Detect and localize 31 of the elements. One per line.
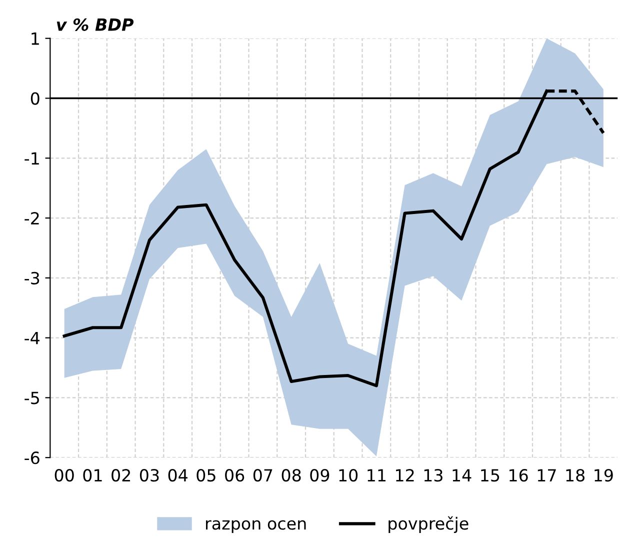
x-tick-label: 14 bbox=[452, 469, 472, 482]
x-tick-label: 09 bbox=[310, 468, 330, 482]
x-tick-label: 07 bbox=[253, 468, 272, 482]
x-tick-label: 02 bbox=[112, 468, 130, 482]
y-tick-label: -5 bbox=[24, 392, 39, 404]
y-tick-label: -6 bbox=[24, 452, 40, 464]
x-tick-label: 18 bbox=[566, 468, 584, 482]
y-axis-title: v % BDP bbox=[56, 18, 134, 31]
y-tick-label: 1 bbox=[32, 32, 39, 45]
x-tick-label: 03 bbox=[140, 468, 159, 482]
x-tick-label: 00 bbox=[54, 468, 74, 482]
x-tick-label: 19 bbox=[594, 468, 613, 482]
x-tick-label: 05 bbox=[196, 468, 216, 482]
legend-label: razpon ocen bbox=[206, 520, 306, 533]
x-tick-label: 08 bbox=[282, 468, 301, 482]
y-tick-label: -3 bbox=[24, 272, 40, 284]
x-tick-label: 06 bbox=[225, 468, 244, 482]
x-tick-label: 11 bbox=[368, 469, 386, 482]
x-tick-label: 04 bbox=[168, 468, 188, 482]
x-tick-label: 17 bbox=[538, 469, 556, 482]
x-tick-label: 15 bbox=[481, 469, 500, 482]
y-tick-label: -2 bbox=[24, 212, 39, 224]
x-tick-label: 12 bbox=[396, 468, 414, 482]
x-tick-label: 10 bbox=[339, 468, 358, 482]
x-tick-label: 01 bbox=[83, 468, 102, 482]
y-tick-label: -1 bbox=[24, 152, 39, 164]
y-tick-label: 0 bbox=[30, 92, 40, 105]
x-tick-label: 13 bbox=[424, 468, 442, 482]
legend-label: povprečje bbox=[388, 516, 468, 533]
y-tick-label: -4 bbox=[24, 332, 40, 344]
x-tick-label: 16 bbox=[510, 468, 528, 482]
